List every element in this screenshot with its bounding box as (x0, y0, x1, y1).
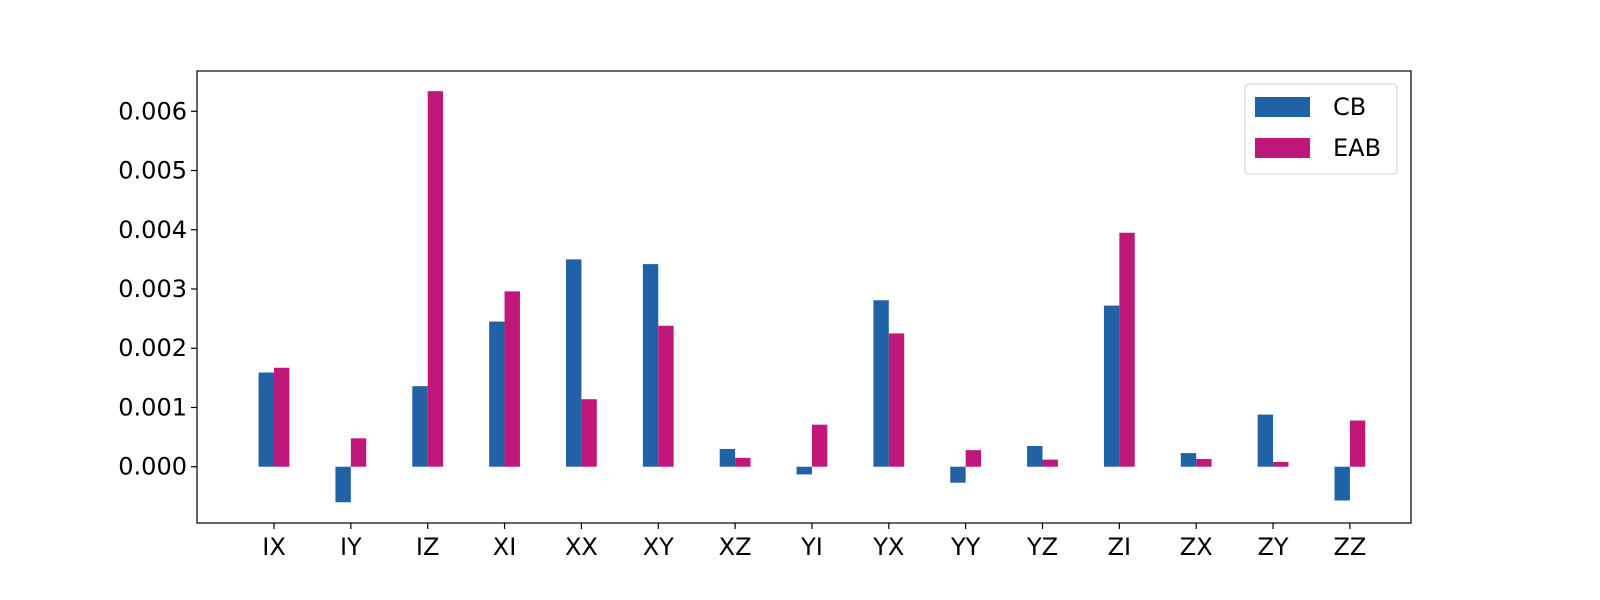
legend-label-eab: EAB (1333, 134, 1381, 162)
bar-cb-iz (412, 386, 428, 467)
plot-area-frame (196, 70, 1412, 524)
bar-eab-zy (1273, 461, 1289, 467)
x-tick-label: YZ (1026, 533, 1058, 561)
y-tick-label: 0.006 (118, 97, 187, 125)
x-tick-label: ZZ (1333, 533, 1366, 561)
x-tick-label: YY (950, 533, 981, 561)
legend: CB EAB (1244, 83, 1398, 175)
bar-cb-zz (1334, 466, 1350, 501)
bar-eab-xy (658, 325, 674, 467)
bar-eab-ix (274, 367, 290, 467)
bar-eab-iz (427, 91, 444, 467)
x-axis: IX IY IZ XI XX XY XZ YI YX YY YZ ZI ZX ZY ZZ (262, 523, 1366, 561)
bar-eab-iy (350, 438, 367, 467)
y-tick-label: 0.002 (118, 334, 187, 362)
bar-eab-xi (504, 291, 520, 467)
x-tick-label: ZI (1108, 533, 1132, 561)
bar-eab-yz (1042, 459, 1058, 467)
bars-layer (258, 91, 1366, 503)
x-tick-label: XZ (719, 533, 752, 561)
x-tick-label: IX (262, 533, 286, 561)
x-tick-label: ZY (1257, 533, 1288, 561)
bar-eab-xz (735, 457, 751, 467)
bar-eab-zi (1119, 232, 1135, 467)
legend-swatch-eab (1255, 138, 1310, 158)
bar-eab-xx (581, 399, 597, 467)
bar-cb-yx (873, 300, 889, 467)
x-tick-label: XI (493, 533, 517, 561)
legend-swatch-cb (1255, 97, 1310, 117)
x-tick-label: ZX (1180, 533, 1213, 561)
bar-cb-zx (1180, 453, 1197, 467)
y-tick-label: 0.001 (118, 393, 187, 421)
x-tick-label: IZ (416, 533, 440, 561)
bar-cb-yz (1027, 445, 1043, 467)
bar-cb-yi (796, 466, 812, 475)
bar-eab-yi (811, 424, 828, 467)
x-tick-label: XX (565, 533, 598, 561)
bar-cb-zy (1257, 414, 1274, 467)
legend-label-cb: CB (1333, 93, 1366, 121)
y-axis: 0.000 0.001 0.002 0.003 0.004 0.005 0.006 (118, 97, 197, 481)
y-tick-label: 0.005 (118, 157, 187, 185)
bar-cb-xy (642, 264, 659, 467)
x-tick-label: YX (872, 533, 904, 561)
bar-cb-yy (950, 466, 966, 483)
bar-eab-yx (888, 333, 905, 467)
x-tick-label: IY (340, 533, 362, 561)
bar-cb-ix (258, 372, 274, 467)
bar-cb-xz (719, 448, 736, 467)
x-tick-label: YI (800, 533, 823, 561)
bar-eab-yy (965, 450, 982, 467)
bar-eab-zz (1349, 420, 1366, 467)
x-tick-label: XY (643, 533, 674, 561)
bar-eab-zx (1196, 459, 1212, 467)
y-tick-label: 0.003 (118, 275, 187, 303)
bar-cb-zi (1103, 305, 1120, 467)
y-tick-label: 0.000 (118, 453, 187, 481)
bar-cb-iy (335, 466, 351, 503)
bar-cb-xx (566, 259, 582, 467)
y-tick-label: 0.004 (118, 216, 187, 244)
bar-cb-xi (489, 321, 505, 467)
